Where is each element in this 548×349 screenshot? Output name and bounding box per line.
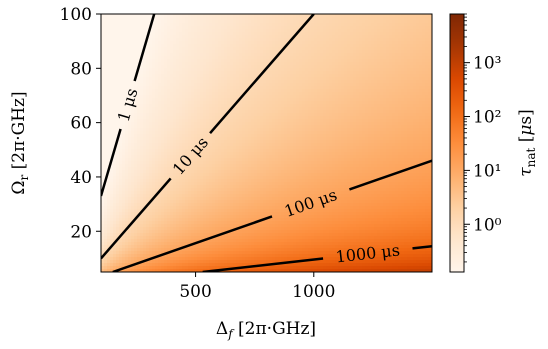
contour-line-segment xyxy=(112,215,273,272)
x-axis-label: Δf [2π·GHz] xyxy=(216,319,316,341)
contour-line-segment xyxy=(209,14,315,134)
heatmap-area xyxy=(101,14,432,272)
x-axis-ticks: 500 1000 xyxy=(179,272,335,302)
contour-line-segment xyxy=(412,244,432,250)
colorbar-tick-label: 10¹ xyxy=(473,161,501,181)
y-tick-label: 60 xyxy=(70,114,92,134)
contour-line-segment xyxy=(101,128,122,197)
contour-line-segment xyxy=(133,14,156,82)
y-axis-label: Ωr [2π·GHz] xyxy=(9,91,31,194)
y-tick-label: 20 xyxy=(70,222,92,242)
colorbar-label: τnat [μs] xyxy=(516,109,538,177)
colorbar-tick-label: 10³ xyxy=(473,54,501,74)
x-tick-label: 500 xyxy=(179,282,211,302)
y-tick-label: 100 xyxy=(60,5,92,25)
plot-frame xyxy=(100,13,433,273)
colorbar-tick-label: 10⁰ xyxy=(473,215,502,235)
x-tick-label: 1000 xyxy=(292,282,335,302)
y-tick-label: 40 xyxy=(70,168,92,188)
colorbar-tick-label: 10² xyxy=(473,108,501,128)
colorbar-ticks: 10⁰ 10¹ 10² 10³ xyxy=(464,13,502,263)
contour-line-segment xyxy=(349,159,432,191)
colorbar xyxy=(449,13,465,273)
y-axis-ticks: 20 40 60 80 100 xyxy=(60,5,101,242)
contour-lines xyxy=(101,14,432,272)
contour-line-segment xyxy=(101,177,172,260)
y-tick-label: 80 xyxy=(70,59,92,79)
contour-line-segment xyxy=(202,257,324,272)
